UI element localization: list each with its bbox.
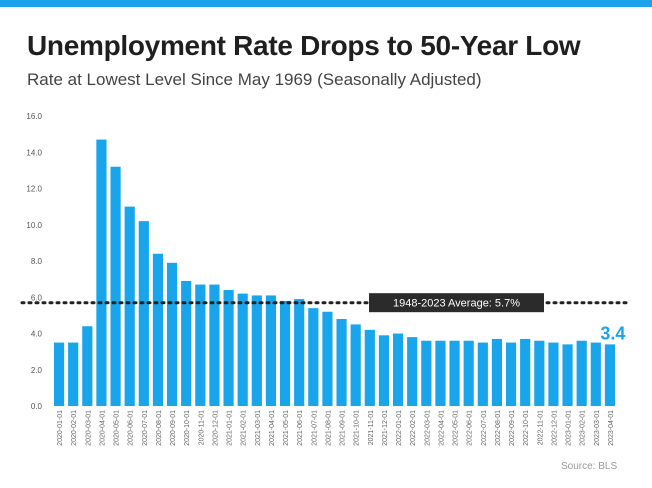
bar-2022-08-01	[491, 338, 503, 406]
bar-2020-03-01	[82, 326, 93, 406]
top-accent-bar	[0, 0, 652, 7]
x-tick-label: 2022-06-01	[467, 410, 474, 446]
x-tick-label: 2020-06-01	[128, 410, 135, 446]
bar-2021-07-01	[308, 308, 319, 406]
y-tick-label: 6.0	[31, 293, 43, 302]
y-tick-label: 8.0	[31, 257, 43, 266]
x-tick-label: 2020-10-01	[184, 410, 191, 446]
bar-2023-02-01	[576, 340, 587, 406]
x-tick-label: 2022-05-01	[453, 410, 460, 446]
x-tick-label: 2021-10-01	[354, 410, 361, 446]
x-tick-label: 2023-03-01	[594, 410, 601, 446]
bar-2020-08-01	[152, 253, 164, 406]
y-tick-label: 10.0	[26, 221, 42, 230]
x-tick-label: 2020-08-01	[156, 410, 163, 446]
x-tick-label: 2020-04-01	[99, 410, 106, 446]
bar-2020-04-01	[96, 139, 107, 406]
x-tick-label: 2021-12-01	[382, 410, 389, 446]
bar-2021-12-01	[378, 335, 390, 406]
y-tick-label: 14.0	[26, 148, 42, 157]
bar-2022-01-01	[392, 333, 404, 406]
x-tick-label: 2023-01-01	[566, 410, 573, 446]
x-tick-label: 2022-04-01	[438, 410, 445, 446]
x-tick-label: 2022-11-01	[537, 410, 544, 445]
x-tick-label: 2020-11-01	[198, 410, 205, 445]
x-tick-label: 2022-08-01	[495, 410, 502, 446]
bar-2020-12-01	[209, 284, 220, 406]
y-tick-label: 0.0	[31, 402, 43, 411]
bar-2020-02-01	[68, 342, 79, 406]
chart-title: Unemployment Rate Drops to 50-Year Low	[27, 30, 581, 61]
bar-2021-01-01	[223, 290, 234, 406]
bar-2020-11-01	[195, 284, 206, 406]
bar-2021-03-01	[251, 295, 262, 406]
x-tick-label: 2022-09-01	[509, 410, 516, 446]
bar-2021-02-01	[237, 293, 248, 406]
bar-2022-03-01	[421, 340, 432, 406]
source-note: Source: BLS	[561, 461, 618, 472]
x-tick-label: 2022-12-01	[551, 410, 558, 446]
y-tick-label: 2.0	[31, 366, 43, 375]
x-tick-label: 2023-02-01	[580, 410, 587, 446]
bar-2022-10-01	[520, 338, 531, 406]
bar-2020-05-01	[110, 166, 121, 406]
x-tick-label: 2021-07-01	[311, 410, 318, 446]
chart-subtitle: Rate at Lowest Level Since May 1969 (Sea…	[27, 70, 482, 89]
x-tick-label: 2020-12-01	[212, 410, 219, 446]
x-tick-label: 2023-04-01	[608, 410, 615, 446]
x-tick-label: 2021-04-01	[269, 410, 276, 446]
x-tick-label: 2020-01-01	[57, 410, 64, 446]
x-tick-label: 2020-02-01	[71, 410, 78, 446]
bar-2021-06-01	[294, 299, 305, 406]
x-tick-label: 2020-09-01	[170, 410, 177, 446]
x-tick-label: 2021-11-01	[368, 410, 375, 445]
bar-2022-04-01	[435, 340, 446, 406]
bar-2023-01-01	[562, 344, 573, 406]
bar-2020-01-01	[53, 342, 65, 406]
x-tick-label: 2022-02-01	[410, 410, 417, 446]
bar-2022-12-01	[548, 342, 559, 406]
x-tick-label: 2022-03-01	[424, 410, 431, 446]
bar-2022-06-01	[463, 340, 474, 406]
y-tick-label: 12.0	[26, 185, 42, 194]
x-tick-label: 2021-08-01	[325, 410, 332, 446]
bar-2021-05-01	[279, 300, 291, 406]
x-tick-label: 2021-06-01	[297, 410, 304, 446]
x-tick-label: 2021-05-01	[283, 410, 290, 446]
x-tick-label: 2021-02-01	[241, 410, 248, 446]
bar-2022-02-01	[407, 337, 418, 406]
bar-2022-11-01	[534, 340, 545, 406]
x-tick-label: 2021-01-01	[227, 410, 234, 446]
x-tick-label: 2022-07-01	[481, 410, 488, 446]
bar-2021-11-01	[364, 329, 375, 406]
bar-2020-09-01	[166, 262, 178, 406]
x-tick-label: 2020-07-01	[142, 410, 149, 446]
bar-2021-10-01	[350, 324, 361, 406]
last-value-label: 3.4	[600, 323, 625, 343]
bar-2020-06-01	[124, 206, 135, 406]
x-tick-label: 2021-03-01	[255, 410, 262, 446]
x-tick-label: 2020-05-01	[114, 410, 121, 446]
x-tick-label: 2022-10-01	[523, 410, 530, 446]
y-tick-label: 16.0	[26, 112, 42, 121]
x-tick-label: 2022-01-01	[396, 410, 403, 446]
bar-2022-09-01	[505, 342, 517, 406]
bar-2022-07-01	[477, 342, 488, 406]
bar-2021-08-01	[322, 311, 333, 406]
average-callout-label: 1948-2023 Average: 5.7%	[393, 298, 520, 310]
bar-2022-05-01	[449, 340, 460, 406]
bar-2023-04-01	[604, 344, 616, 406]
average-callout-box	[369, 293, 544, 313]
x-tick-label: 2021-09-01	[340, 410, 347, 446]
bar-2021-04-01	[265, 295, 277, 406]
bar-2020-07-01	[138, 221, 149, 406]
bar-2021-09-01	[336, 319, 347, 406]
bar-2020-10-01	[181, 280, 192, 406]
x-tick-label: 2020-03-01	[85, 410, 92, 446]
bar-2023-03-01	[590, 342, 601, 406]
y-tick-label: 4.0	[31, 330, 43, 339]
